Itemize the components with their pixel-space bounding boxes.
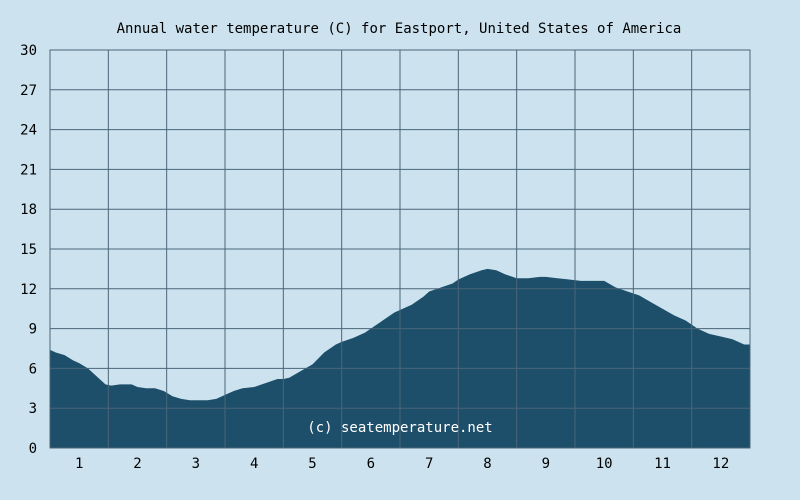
y-tick-label: 18 xyxy=(20,202,37,218)
y-tick-label: 24 xyxy=(20,123,37,139)
x-tick-label: 3 xyxy=(192,456,200,472)
x-tick-label: 11 xyxy=(654,456,671,472)
x-tick-label: 1 xyxy=(75,456,83,472)
y-tick-label: 30 xyxy=(20,43,37,59)
x-axis-ticks: 1 2 3 4 5 6 7 8 9 10 11 12 xyxy=(75,456,729,472)
watermark: (c) seatemperature.net xyxy=(307,420,492,436)
x-tick-label: 10 xyxy=(596,456,613,472)
y-tick-label: 9 xyxy=(29,322,37,338)
x-tick-label: 8 xyxy=(483,456,491,472)
x-tick-label: 5 xyxy=(308,456,316,472)
x-tick-label: 2 xyxy=(133,456,141,472)
plot-border xyxy=(49,49,751,449)
y-tick-label: 12 xyxy=(20,282,37,298)
y-axis-ticks: 0 3 6 9 12 15 18 21 24 27 30 xyxy=(20,43,37,457)
y-tick-label: 27 xyxy=(20,83,37,99)
x-tick-label: 7 xyxy=(425,456,433,472)
x-tick-label: 9 xyxy=(542,456,550,472)
x-tick-label: 4 xyxy=(250,456,258,472)
y-tick-label: 15 xyxy=(20,242,37,258)
x-tick-label: 6 xyxy=(367,456,375,472)
y-tick-label: 3 xyxy=(29,401,37,417)
y-tick-label: 0 xyxy=(29,441,37,457)
y-tick-label: 6 xyxy=(29,361,37,377)
x-tick-label: 12 xyxy=(712,456,729,472)
y-tick-label: 21 xyxy=(20,162,37,178)
chart-title: Annual water temperature (C) for Eastpor… xyxy=(117,21,682,37)
